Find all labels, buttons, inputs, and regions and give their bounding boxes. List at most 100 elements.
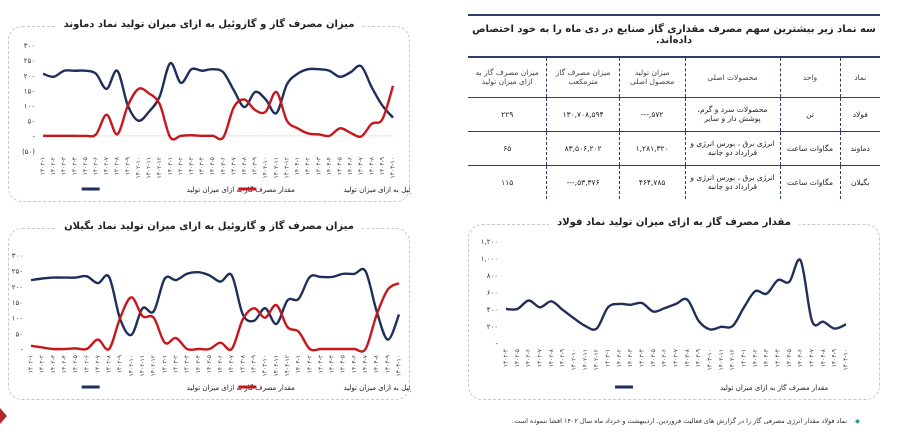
series-line-gas [42,61,394,122]
y-tick-label: ۱۰۰ [12,315,23,323]
x-tick-label: ۱۴۰۳-۱۰ [262,157,269,179]
cell-production: ۱,۲۸۱,۳۲۰ [618,131,685,165]
x-tick-label: ۱۴۰۲-۷ [537,348,544,367]
x-tick-label: ۱۴۰۳-۹ [695,349,702,367]
gas-consumers-table-section: سه نماد زیر بیشترین سهم مصرف مقداری گاز … [468,14,880,199]
cell-unit: مگاوات ساعت [779,165,840,199]
x-tick-label: ۱۴۰۲-۱۰ [128,355,135,377]
begilan-svg: ۳۰۰ ۲۵۰ ۲۰۰ ۱۵۰ ۱۰۰ ۵۰ -۱۴۰۲-۱ ۱۴۰۲-۲ ۱۴۰۲-۳ ۱۴۰۲… [12,252,411,392]
x-tick-label: ۱۴۰۳-۸ [241,156,248,175]
x-tick-label: ۱۴۰۴-۸ [373,354,380,373]
x-tick-label: ۱۴۰۲-۱ [28,355,35,373]
x-tick-label: ۱۴۰۴-۹ [384,355,391,373]
cell-gas: ۱۳۰,۷۰۸,۵۹۴ [546,97,620,131]
x-tick-label: ۱۴۰۴-۱۰ [843,349,850,371]
x-tick-label: ۱۴۰۲-۶ [525,349,532,367]
x-tick-label: ۱۴۰۳-۸ [684,348,691,367]
y-tick-label: (۵۰) [22,148,35,156]
x-tick-label: ۱۴۰۲-۲ [39,355,46,373]
x-tick-label: ۱۴۰۴-۷ [362,354,369,373]
footnote-text: نماد فولاد مقدار انرژی مصرفی گاز را در گ… [512,417,847,425]
x-tick-label: ۱۴۰۳-۲ [616,349,623,367]
x-tick-label: ۱۴۰۴-۲ [305,157,312,175]
y-tick-label: ۱,۰۰۰ [481,255,498,263]
header-unit: واحد [779,57,840,97]
cell-gas: ۵۳,۳۷۶,--- [546,165,620,199]
y-tick-label: ۱۰۰ [24,103,35,111]
foulad-chart-title: مقدار مصرف گاز به ازای میزان تولید نماد … [469,217,879,228]
y-tick-label: - [20,346,23,354]
gas-consumers-table: نماد واحد محصولات اصلی میزان تولید محصول… [468,56,880,199]
cell-products: انرژی برق ، بورس انرژی و قرارداد دو جانب… [684,165,780,199]
x-tick-label: ۱۴۰۳-۱ [161,355,168,373]
x-tick-label: ۱۴۰۳-۶ [217,355,224,373]
x-tick-label: ۱۴۰۳-۳ [627,348,634,367]
x-tick-label: ۱۴۰۴-۲ [306,355,313,373]
x-tick-label: ۱۴۰۴-۵ [340,355,347,373]
cell-production: ۴۶۴,۷۸۵ [618,165,685,199]
damavand-svg: ۳۰۰ ۲۵۰ ۲۰۰ ۱۵۰ ۱۰۰ ۵۰ - (۵۰) ۱۴۰۲-۱ ۱۴۰۲-۲ ۱۴۰۲-۳… [22,42,411,194]
cell-products: محصولات سرد و گرم، پوشش دار و سایر [684,97,780,131]
x-tick-label: ۱۴۰۲-۱ [40,157,47,175]
x-tick-label: ۱۴۰۳-۷ [228,354,235,373]
x-tick-label: ۱۴۰۴-۴ [775,349,782,367]
header-gas-per-production: میزان مصرف گاز به ازای میزان تولید [475,68,539,87]
x-tick-label: ۱۴۰۲-۷ [94,354,101,373]
y-tick-label: ۲۰۰ [487,323,498,331]
x-tick-label: ۱۴۰۲-۱۱ [582,349,589,371]
x-tick-label: ۱۴۰۲-۵ [514,349,521,367]
x-tick-label: ۱۴۰۴-۱۰ [390,157,397,179]
cell-ratio: ۲۲۹ [501,109,514,119]
y-tick-label: ۱۵۰ [24,87,35,95]
y-tick-label: ۵۰ [15,330,23,338]
x-tick-label: ۱۴۰۴-۶ [351,355,358,373]
cell-symbol: بگیلان [839,165,880,199]
x-tick-label: ۱۴۰۲-۴ [503,349,510,367]
begilan-chart: میزان مصرف گاز و گازوئیل به ازای میزان ت… [8,221,411,400]
y-tick-label: ۳۰۰ [24,42,35,50]
x-tick-label: ۱۴۰۲-۳ [61,156,68,175]
x-tick-label: ۱۴۰۳-۱ [605,349,612,367]
y-tick-label: ۱۵۰ [12,299,23,307]
x-tick-label: ۱۴۰۳-۴ [195,355,202,373]
x-tick-label: ۱۴۰۳-۱۱ [273,157,280,179]
chart-title-text: میزان مصرف گاز و گازوئیل به ازای میزان ت… [56,221,362,232]
x-tick-label: ۱۴۰۲-۵ [82,157,89,175]
x-tick-label: ۱۴۰۴-۷ [809,348,816,367]
table-row: دماوند مگاوات ساعت انرژی برق ، بورس انرژی … [468,131,880,165]
x-tick-label: ۱۴۰۲-۱۰ [571,349,578,371]
cell-unit: مگاوات ساعت [779,131,840,165]
y-tick-label: - [32,133,35,141]
x-tick-label: ۱۴۰۳-۱۱ [273,355,280,377]
x-tick-label: ۱۴۰۲-۳ [50,354,57,373]
y-tick-label: ۲۰۰ [24,72,35,80]
x-tick-label: ۱۴۰۳-۵ [209,157,216,175]
x-tick-label: ۱۴۰۲-۱۱ [139,355,146,377]
x-tick-label: ۱۴۰۴-۴ [329,355,336,373]
x-tick-label: ۱۴۰۳-۱۱ [718,349,725,371]
x-tick-label: ۱۴۰۳-۸ [239,354,246,373]
header-production: میزان تولید محصول اصلی [618,57,685,97]
table-row: بگیلان مگاوات ساعت انرژی برق ، بورس انرژی … [468,165,880,199]
x-tick-label: ۱۴۰۴-۸ [820,348,827,367]
begilan-chart-title: میزان مصرف گاز و گازوئیل به ازای میزان ت… [9,221,409,232]
cell-ratio: ۱۱۵ [501,177,514,187]
x-tick-label: ۱۴۰۲-۹ [117,355,124,373]
cell-products: انرژی برق ، بورس انرژی و قرارداد دو جانب… [684,131,780,165]
x-tick-label: ۱۴۰۳-۱ [167,157,174,175]
x-tick-label: ۱۴۰۳-۱۰ [707,349,714,371]
x-tick-label: ۱۴۰۳-۲ [172,355,179,373]
x-tick-label: ۱۴۰۳-۹ [252,157,259,175]
cell-production: ۵۷۲,--- [618,97,685,131]
x-tick-label: ۱۴۰۴-۷ [358,156,365,175]
x-tick-label: ۱۴۰۳-۵ [650,349,657,367]
x-tick-label: ۱۴۰۳-۱۲ [284,355,291,377]
foulad-svg: ۱,۲۰۰ ۱,۰۰۰ ۸۰۰ ۶۰۰ ۴۰۰ ۲۰۰ -۱۴۰۲-۴ ۱۴۰۲-۵ ۱۴۰۲-… [481,238,850,392]
legend-label: میزان مصرف گازوئیل به ازای میزان تولید [343,185,411,194]
footnote: ◆ نماد فولاد مقدار انرژی مصرفی گاز را در … [500,417,860,425]
y-tick-label: ۸۰۰ [487,272,498,280]
x-tick-label: ۱۴۰۳-۳ [188,156,195,175]
x-tick-label: ۱۴۰۴-۳ [317,354,324,373]
header-main-products: محصولات اصلی [684,57,780,97]
x-tick-label: ۱۴۰۲-۷ [103,156,110,175]
